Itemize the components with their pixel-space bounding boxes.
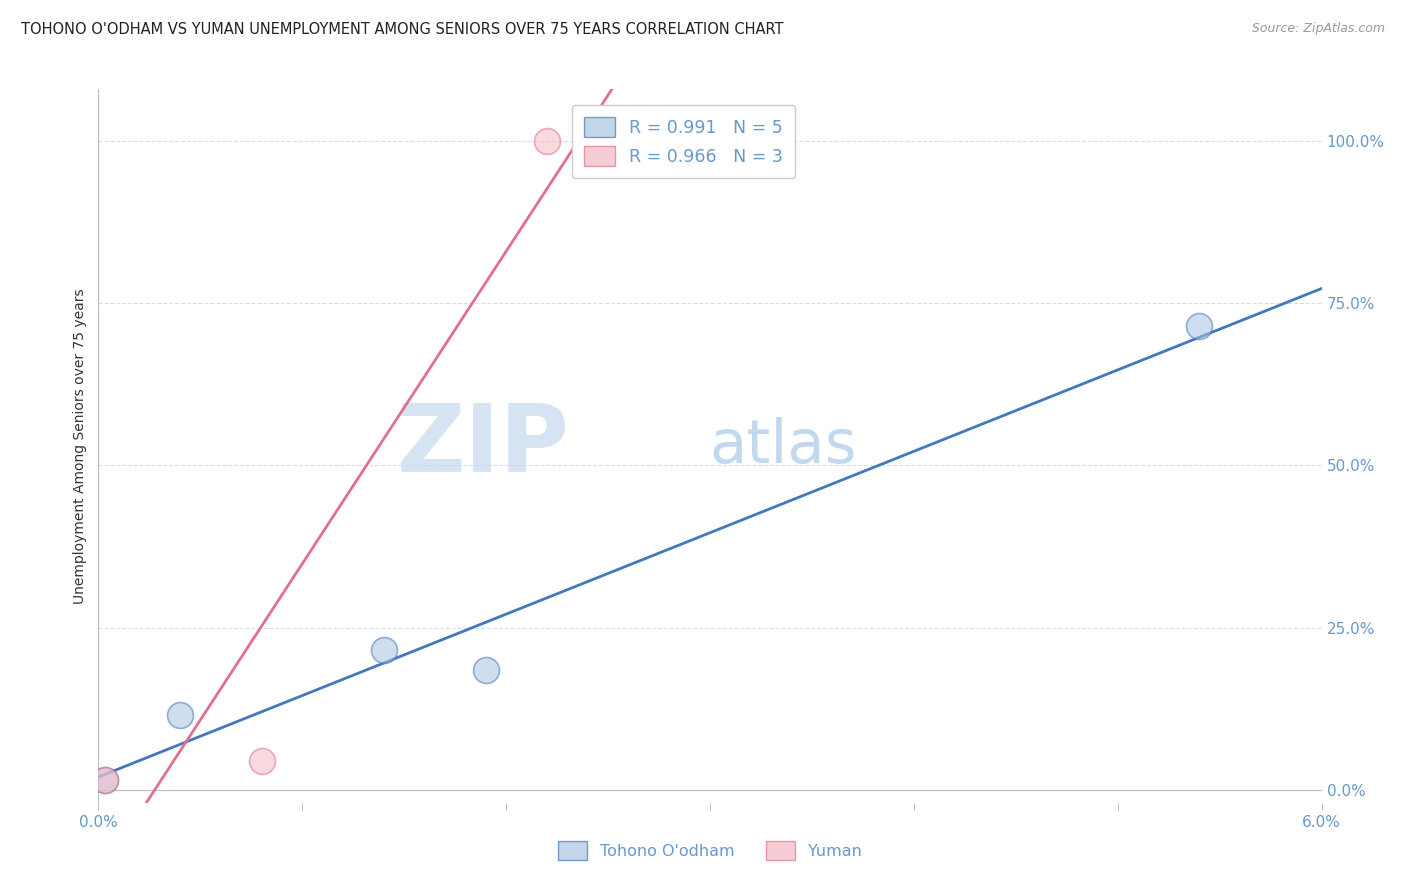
Text: ZIP: ZIP [396,400,569,492]
Point [93,773,115,788]
Text: atlas: atlas [709,417,856,475]
Text: TOHONO O'ODHAM VS YUMAN UNEMPLOYMENT AMONG SENIORS OVER 75 YEARS CORRELATION CHA: TOHONO O'ODHAM VS YUMAN UNEMPLOYMENT AMO… [21,22,783,37]
Point [250,754,273,768]
Text: Source: ZipAtlas.com: Source: ZipAtlas.com [1251,22,1385,36]
Point [1188,318,1211,333]
Y-axis label: Unemployment Among Seniors over 75 years: Unemployment Among Seniors over 75 years [73,288,87,604]
Legend: Tohono O'odham, Yuman: Tohono O'odham, Yuman [553,835,868,866]
Point [169,708,191,723]
Point [373,643,395,657]
Point [93,773,115,788]
Point [474,663,498,677]
Point [536,134,558,148]
